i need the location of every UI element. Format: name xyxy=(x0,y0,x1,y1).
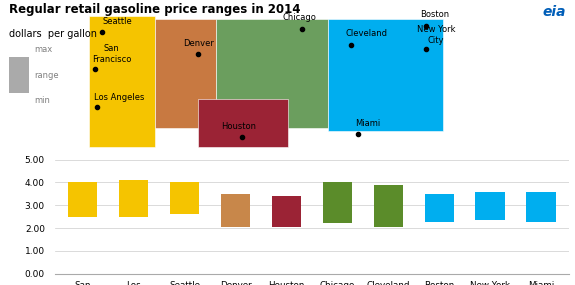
Text: min: min xyxy=(34,96,51,105)
Text: Houston: Houston xyxy=(221,122,256,131)
Bar xyxy=(89,16,155,147)
Bar xyxy=(170,182,200,214)
Bar xyxy=(527,192,556,222)
Bar xyxy=(323,182,352,223)
Bar xyxy=(198,99,288,147)
Bar xyxy=(155,19,216,128)
Text: 1.62: 1.62 xyxy=(122,207,145,216)
Text: New York
City: New York City xyxy=(417,25,455,45)
Text: Seattle: Seattle xyxy=(102,17,132,26)
Bar xyxy=(374,185,403,227)
Text: 1.34: 1.34 xyxy=(530,212,553,221)
Text: 1.34: 1.34 xyxy=(275,217,298,225)
Text: dollars  per gallon: dollars per gallon xyxy=(9,29,97,39)
Text: max: max xyxy=(34,45,53,54)
Text: 1.37: 1.37 xyxy=(174,203,196,213)
Text: Los Angeles: Los Angeles xyxy=(94,93,144,102)
Bar xyxy=(424,194,454,222)
Text: Regular retail gasoline price ranges in 2014: Regular retail gasoline price ranges in … xyxy=(9,3,300,16)
Bar xyxy=(476,192,505,220)
Text: 1.52: 1.52 xyxy=(71,207,94,216)
Text: 1.86: 1.86 xyxy=(377,217,400,226)
Text: 1.44: 1.44 xyxy=(224,217,247,225)
Bar xyxy=(119,180,148,217)
Text: Cleveland: Cleveland xyxy=(345,29,387,38)
Bar xyxy=(216,19,328,128)
Text: range: range xyxy=(34,70,59,80)
Bar xyxy=(271,196,301,227)
Text: Miami: Miami xyxy=(355,119,381,128)
Text: San
Francisco: San Francisco xyxy=(92,44,131,64)
Bar xyxy=(68,182,97,217)
Bar xyxy=(221,194,250,227)
Text: 1.78: 1.78 xyxy=(326,213,348,222)
Text: Chicago: Chicago xyxy=(282,13,316,22)
Text: eia: eia xyxy=(543,5,566,19)
Bar xyxy=(328,19,443,131)
Text: 1.26: 1.26 xyxy=(479,210,501,219)
Text: 1.22: 1.22 xyxy=(428,211,450,221)
Text: Boston: Boston xyxy=(420,10,449,19)
Text: Denver: Denver xyxy=(183,39,214,48)
Bar xyxy=(9,58,29,93)
